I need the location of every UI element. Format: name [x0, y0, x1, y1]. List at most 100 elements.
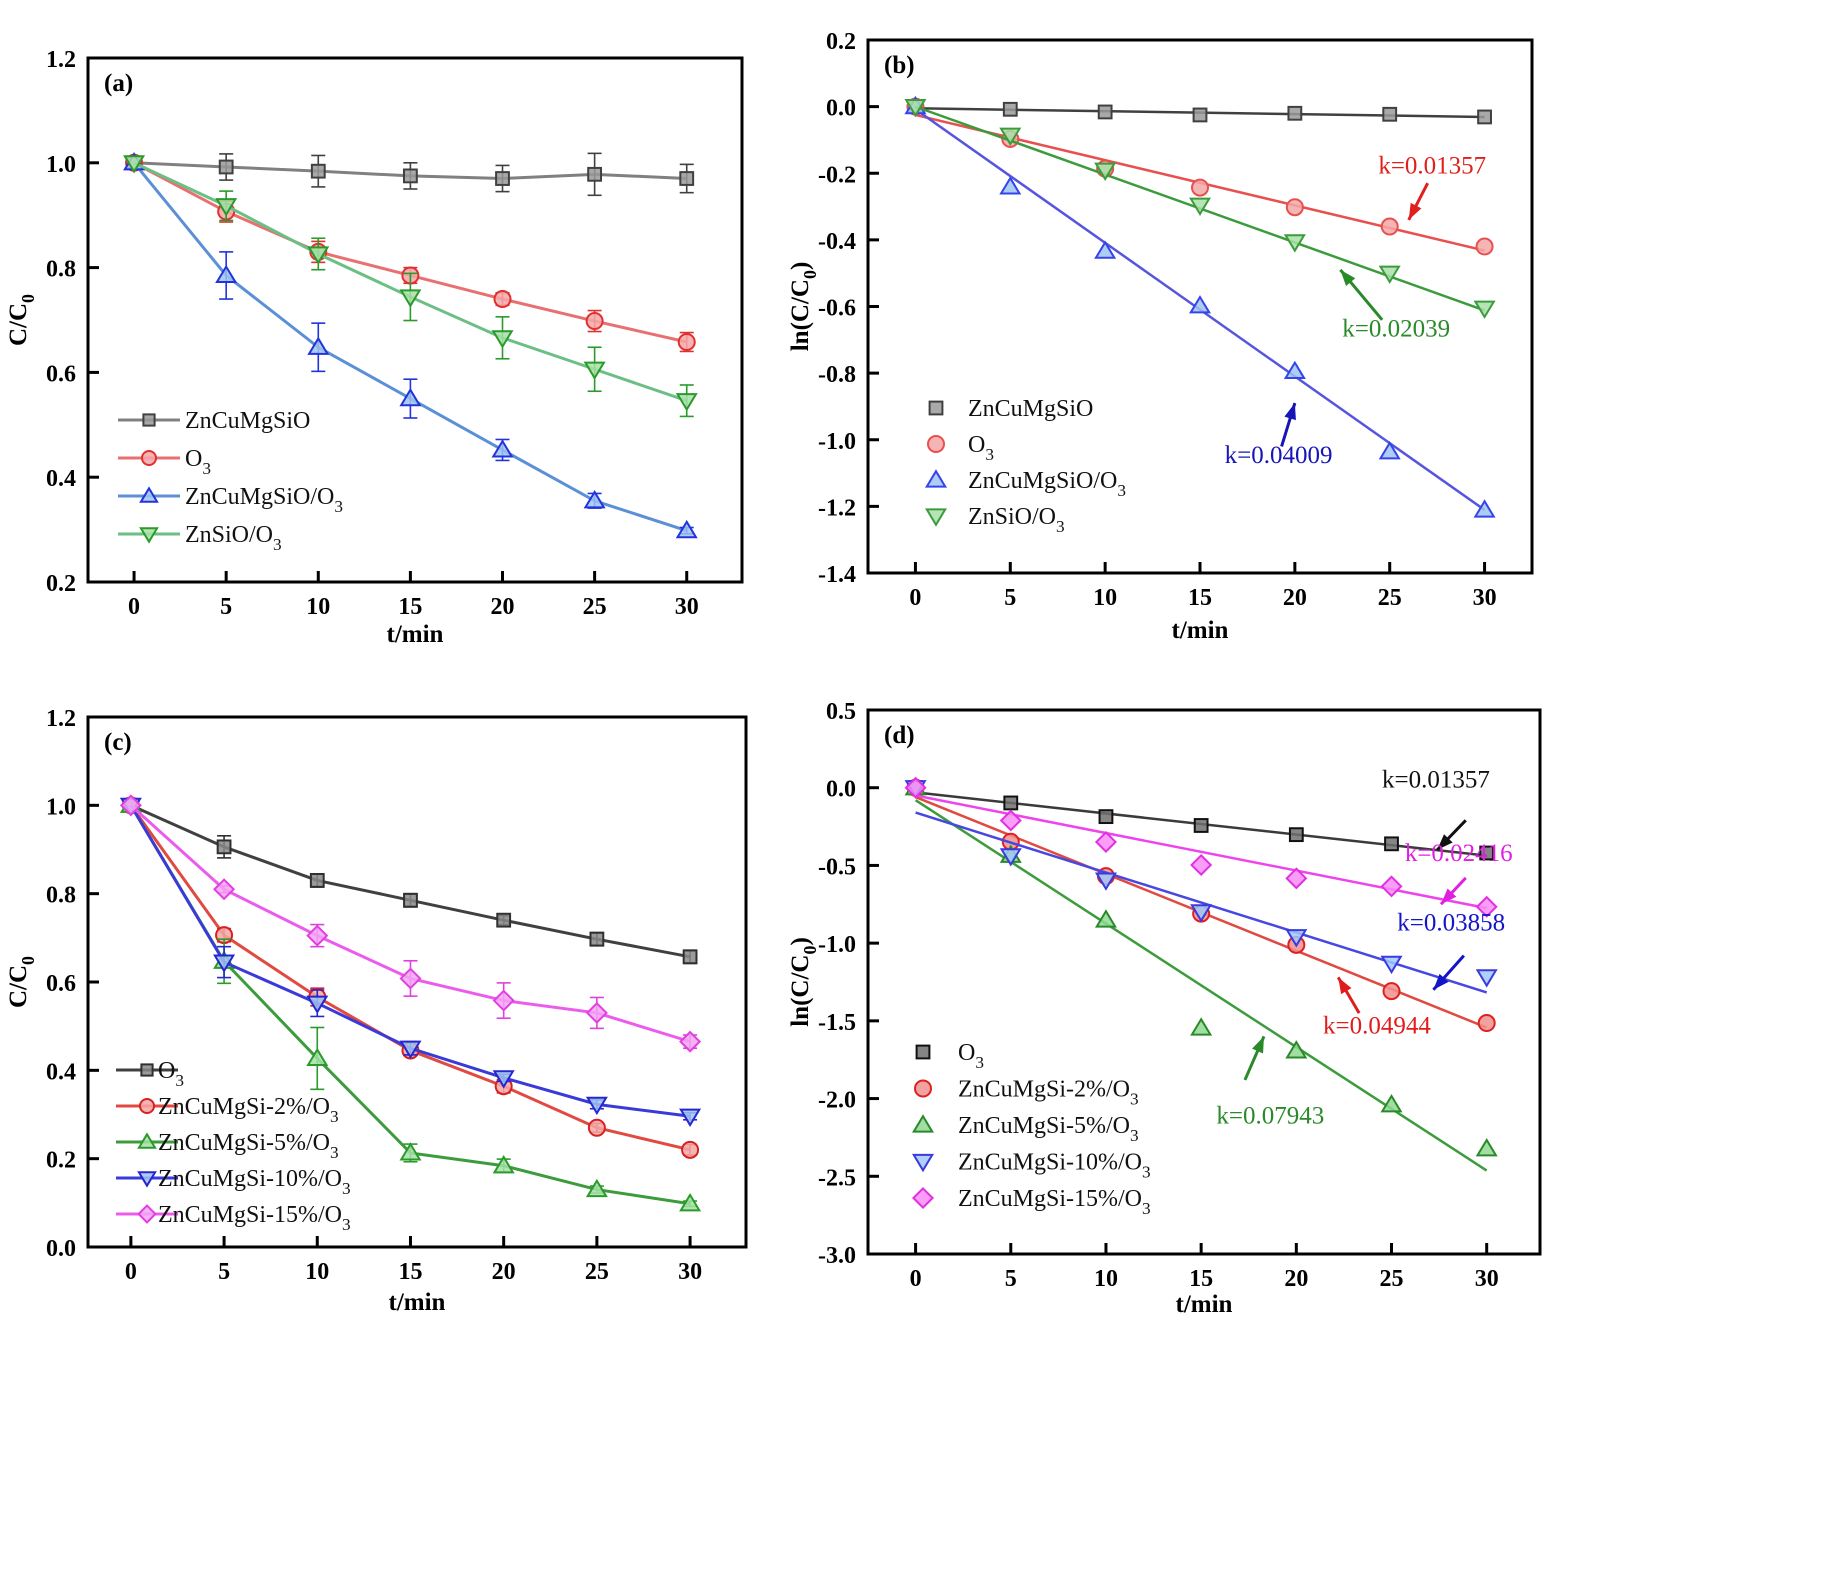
data-point — [1378, 440, 1401, 460]
data-point — [1188, 295, 1212, 314]
data-point — [399, 387, 422, 407]
legend-marker — [139, 527, 159, 544]
k-annotation-arrow-head — [1441, 888, 1457, 905]
y-tick-label: -1.4 — [818, 562, 856, 588]
data-point — [1283, 234, 1306, 253]
data-point — [1475, 1138, 1498, 1157]
legend-label-sub: 3 — [330, 1143, 339, 1162]
k-annotation: k=0.02039 — [1339, 268, 1450, 342]
k-annotation-arrow — [1407, 182, 1429, 221]
data-point — [1287, 105, 1303, 121]
data-point — [1094, 909, 1117, 928]
data-point — [215, 264, 238, 284]
data-point — [306, 1047, 329, 1067]
x-tick-label: 10 — [1093, 585, 1117, 611]
legend-label-main: ZnCuMgSi-2%/O — [958, 1077, 1130, 1103]
k-annotation: k=0.01357 — [1382, 767, 1490, 851]
y-tick-label: 0.8 — [46, 257, 76, 283]
k-annotation-text: k=0.01357 — [1382, 767, 1490, 794]
k-annotation-arrow-head — [1284, 403, 1296, 421]
y-axis-title-sub: 0 — [18, 294, 38, 303]
y-tick-label: 0.0 — [826, 777, 856, 803]
k-annotation: k=0.04009 — [1225, 402, 1333, 469]
legend-label-main: ZnCuMgSiO — [968, 396, 1093, 422]
data-point — [1475, 895, 1498, 918]
legend-label: ZnCuMgSi-15%/O3 — [158, 1202, 351, 1234]
data-point — [492, 1070, 515, 1089]
y-tick-label: -1.2 — [818, 495, 856, 521]
y-axis-title-group: C/C0 — [5, 956, 38, 1008]
legend-label-sub: 3 — [334, 497, 343, 516]
legend-label: ZnCuMgSi-2%/O3 — [958, 1077, 1139, 1109]
data-point — [585, 1178, 608, 1198]
data-point — [585, 1096, 608, 1116]
panel-label: (c) — [104, 729, 132, 756]
k-annotation-arrow — [1280, 402, 1297, 447]
legend-label-main: O — [185, 446, 202, 472]
data-point — [496, 912, 512, 928]
data-point — [679, 1108, 702, 1128]
y-axis-title: C/C0 — [5, 294, 38, 346]
k-annotation: k=0.04944 — [1323, 976, 1431, 1039]
k-annotation-text: k=0.02039 — [1342, 315, 1450, 342]
data-point — [1192, 107, 1208, 123]
data-point — [492, 1154, 515, 1174]
legend-item: ZnCuMgSi-2%/O3 — [116, 1094, 339, 1126]
data-point — [307, 336, 330, 355]
x-tick-label: 25 — [585, 1259, 609, 1285]
data-point — [1285, 1040, 1308, 1059]
data-point — [999, 127, 1022, 147]
data-point — [1094, 240, 1117, 259]
data-point — [307, 246, 330, 265]
k-annotation-arrow-head — [1338, 977, 1352, 995]
data-point — [1190, 904, 1213, 923]
x-tick-label: 5 — [1004, 585, 1016, 611]
x-tick-label: 30 — [678, 1259, 702, 1285]
data-point — [491, 439, 514, 458]
k-annotation-arrow-head — [1252, 1036, 1264, 1054]
data-point — [1288, 827, 1304, 843]
x-tick-label: 25 — [1378, 585, 1402, 611]
data-point — [1098, 809, 1114, 825]
series-ZnCuMgSiO — [908, 99, 1492, 125]
y-axis-title-group: ln(C/C0) — [787, 937, 820, 1027]
legend-item: ZnCuMgSiO — [118, 408, 310, 434]
series-line — [132, 161, 688, 533]
legend-label: ZnCuMgSi-5%/O3 — [158, 1130, 339, 1162]
data-point — [587, 1118, 606, 1137]
legend-item: ZnSiO/O3 — [924, 504, 1065, 536]
x-axis-title: t/min — [389, 1289, 446, 1316]
x-tick-label: 25 — [1380, 1266, 1404, 1292]
data-point — [402, 168, 418, 184]
k-annotation-text: k=0.03858 — [1397, 910, 1505, 937]
y-axis-title: ln(C/C0) — [787, 937, 820, 1027]
data-point — [310, 163, 326, 179]
legend-label-main: ZnCuMgSi-15%/O — [958, 1186, 1142, 1212]
k-annotation-arrow — [1243, 1035, 1266, 1081]
k-annotation-text: k=0.01357 — [1378, 152, 1486, 179]
x-tick-label: 20 — [1283, 585, 1307, 611]
legend-label: O3 — [158, 1058, 184, 1090]
legend-label: O3 — [958, 1040, 984, 1072]
panel-c: 0.00.20.40.60.81.01.20 5 10 15 20 25 30t/minC/… — [5, 706, 748, 1316]
y-axis-title-sub: 0 — [800, 946, 820, 955]
k-annotation-arrow — [1339, 268, 1384, 321]
data-point — [1097, 104, 1113, 120]
x-tick-label: 10 — [306, 594, 330, 620]
legend-label-sub: 3 — [975, 1053, 984, 1072]
y-axis-title-sub: 0 — [18, 956, 38, 965]
data-point — [399, 1142, 422, 1161]
series-ZnCuMgSiO/O3 — [123, 152, 698, 539]
series-ZnCuMgSi-15%/O3 — [904, 776, 1498, 918]
y-axis-title-main: ln(C/C — [787, 955, 814, 1027]
x-tick-label: 5 — [1005, 1266, 1017, 1292]
legend-label-sub: 3 — [1117, 481, 1126, 500]
x-tick-label: 15 — [1189, 1266, 1213, 1292]
legend-label: ZnCuMgSi-2%/O3 — [158, 1094, 339, 1126]
panel-label: (b) — [884, 52, 915, 79]
data-point — [583, 361, 606, 380]
k-annotation-arrow — [1436, 819, 1467, 851]
y-axis-title-main: C/C — [5, 303, 32, 346]
plot-frame — [86, 56, 744, 584]
